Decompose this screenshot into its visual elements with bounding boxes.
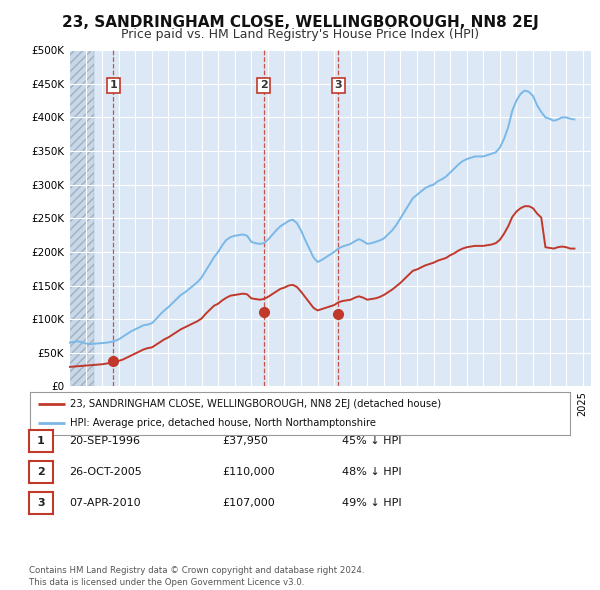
- Text: 45% ↓ HPI: 45% ↓ HPI: [342, 436, 401, 445]
- Text: Contains HM Land Registry data © Crown copyright and database right 2024.
This d: Contains HM Land Registry data © Crown c…: [29, 566, 364, 587]
- Text: 2: 2: [260, 80, 268, 90]
- Text: 1: 1: [109, 80, 117, 90]
- Text: 07-APR-2010: 07-APR-2010: [69, 499, 140, 508]
- Text: £107,000: £107,000: [222, 499, 275, 508]
- Text: 3: 3: [37, 499, 44, 508]
- Text: 48% ↓ HPI: 48% ↓ HPI: [342, 467, 401, 477]
- Text: 49% ↓ HPI: 49% ↓ HPI: [342, 499, 401, 508]
- Text: 23, SANDRINGHAM CLOSE, WELLINGBOROUGH, NN8 2EJ: 23, SANDRINGHAM CLOSE, WELLINGBOROUGH, N…: [62, 15, 538, 30]
- Text: 20-SEP-1996: 20-SEP-1996: [69, 436, 140, 445]
- Text: 3: 3: [334, 80, 342, 90]
- Text: 23, SANDRINGHAM CLOSE, WELLINGBOROUGH, NN8 2EJ (detached house): 23, SANDRINGHAM CLOSE, WELLINGBOROUGH, N…: [71, 399, 442, 409]
- Text: 1: 1: [37, 436, 44, 445]
- Text: £37,950: £37,950: [222, 436, 268, 445]
- Text: 2: 2: [37, 467, 44, 477]
- Text: £110,000: £110,000: [222, 467, 275, 477]
- Text: 26-OCT-2005: 26-OCT-2005: [69, 467, 142, 477]
- Text: HPI: Average price, detached house, North Northamptonshire: HPI: Average price, detached house, Nort…: [71, 418, 377, 428]
- Text: Price paid vs. HM Land Registry's House Price Index (HPI): Price paid vs. HM Land Registry's House …: [121, 28, 479, 41]
